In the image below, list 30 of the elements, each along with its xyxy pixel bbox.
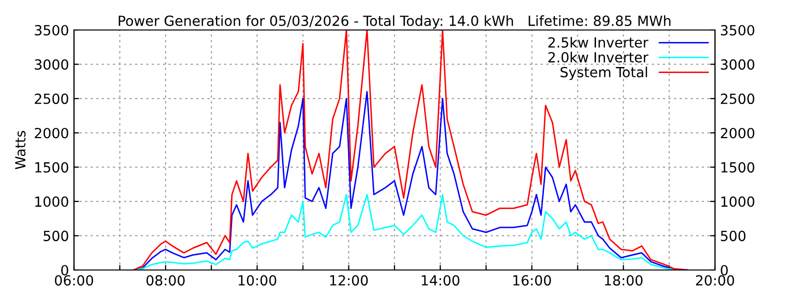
y-tick-label: 500 [44,230,68,242]
y2-tick-label: 1000 [721,196,754,207]
y-tick-label: 0 [61,264,68,276]
y-axis-title: Watts [15,130,26,170]
y-tick-label: 3500 [34,24,68,36]
y-tick-label: 3000 [34,59,68,70]
legend-label: System Total [560,66,648,80]
y2-tick-label: 0 [720,264,728,276]
y2-tick-label: 3500 [720,24,754,36]
legend-label: 2.0kw Inverter [548,52,648,63]
line-series [132,30,688,270]
y2-tick-label: 500 [720,230,746,242]
y-tick-label: 2000 [34,128,68,138]
x-tick-label: 08:00 [146,275,185,286]
x-tick-label: 16:00 [513,275,551,286]
y-tick-label: 1500 [35,162,68,173]
y-tick-label: 2500 [34,94,68,104]
chart-title: Power Generation for 05/03/2026 - Total Today: 14.0 kWh Lifetime: 89.85 MWh [118,15,670,29]
x-tick-label: 10:00 [238,275,276,286]
y2-tick-label: 2500 [720,94,754,104]
y2-tick-label: 3000 [720,59,754,70]
y-tick-label: 1000 [35,196,68,207]
y2-tick-label: 1500 [721,162,754,173]
x-tick-label: 20:00 [696,275,734,286]
y2-tick-label: 2000 [720,128,754,138]
x-tick-label: 12:00 [330,275,368,286]
legend-label: 2.5kw Inverter [548,36,648,48]
x-tick-label: 06:00 [54,275,94,286]
x-tick-label: 18:00 [604,275,643,286]
x-tick-label: 14:00 [422,275,460,286]
